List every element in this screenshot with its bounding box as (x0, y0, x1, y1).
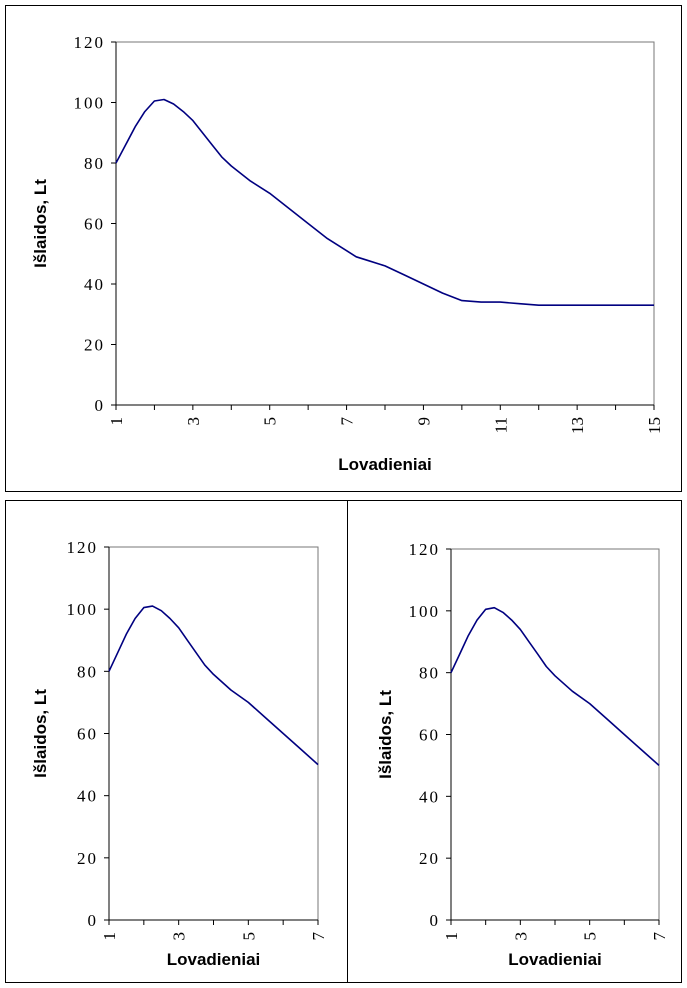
x-tick-label: 5 (261, 417, 280, 426)
y-tick-label: 20 (84, 336, 105, 355)
x-tick-label: 13 (568, 417, 587, 434)
y-tick-label: 100 (409, 602, 441, 621)
y-tick-label: 100 (67, 600, 99, 619)
y-tick-label: 0 (88, 911, 99, 930)
x-tick-label: 5 (581, 932, 600, 941)
y-tick-label: 60 (419, 726, 440, 745)
chart-bottom-right: 0 20 40 60 80 100 120 1 3 5 7 Lovadieniai Išlaidos, … (376, 540, 669, 969)
y-tick-label: 120 (67, 538, 99, 557)
chart-bottom-left: 0 20 40 60 80 100 120 1 3 5 7 Lovadieniai Išlaidos, … (31, 538, 328, 969)
chart-frame-bottom-right (347, 500, 682, 983)
x-tick-label: 9 (414, 417, 433, 426)
y-tick-label: 80 (77, 662, 98, 681)
y-tick-label: 20 (419, 849, 440, 868)
x-tick-label: 3 (170, 932, 189, 941)
x-tick-label: 5 (239, 932, 258, 941)
y-tick-label: 120 (409, 540, 441, 559)
x-tick-label: 7 (650, 932, 669, 941)
x-tick-label: 3 (511, 932, 530, 941)
series-line (115, 98, 654, 307)
y-tick-label: 60 (84, 215, 105, 234)
series-line (108, 605, 319, 766)
y-tick-label: 80 (84, 154, 105, 173)
x-tick-label: 11 (491, 417, 510, 433)
y-axis-title: Išlaidos, Lt (31, 689, 50, 778)
plot-area (108, 546, 319, 921)
x-axis-title: Lovadieniai (508, 950, 602, 969)
y-tick-label: 20 (77, 849, 98, 868)
x-tick-label: 1 (107, 417, 126, 426)
y-tick-label: 60 (77, 725, 98, 744)
chart-frame-bottom-left (5, 500, 348, 983)
chart-frame-top (5, 5, 682, 492)
x-tick-label: 15 (645, 417, 664, 434)
y-tick-label: 100 (74, 94, 106, 113)
x-tick-label: 1 (100, 932, 119, 941)
x-axis-title: Lovadieniai (167, 950, 261, 969)
y-tick-label: 40 (77, 787, 98, 806)
y-tick-label: 120 (74, 33, 106, 52)
y-tick-label: 40 (84, 275, 105, 294)
y-axis-title: Išlaidos, Lt (31, 179, 50, 268)
series-line (450, 606, 660, 766)
y-tick-label: 80 (419, 664, 440, 683)
x-tick-label: 7 (309, 932, 328, 941)
plot-area (115, 41, 655, 406)
x-tick-label: 7 (338, 417, 357, 426)
y-tick-label: 40 (419, 787, 440, 806)
y-tick-label: 0 (430, 911, 441, 930)
plot-area (450, 548, 660, 921)
x-tick-label: 1 (442, 932, 461, 941)
y-axis-title: Išlaidos, Lt (376, 690, 395, 779)
y-tick-label: 0 (95, 396, 106, 415)
x-axis-title: Lovadieniai (338, 455, 432, 474)
x-tick-label: 3 (184, 417, 203, 426)
